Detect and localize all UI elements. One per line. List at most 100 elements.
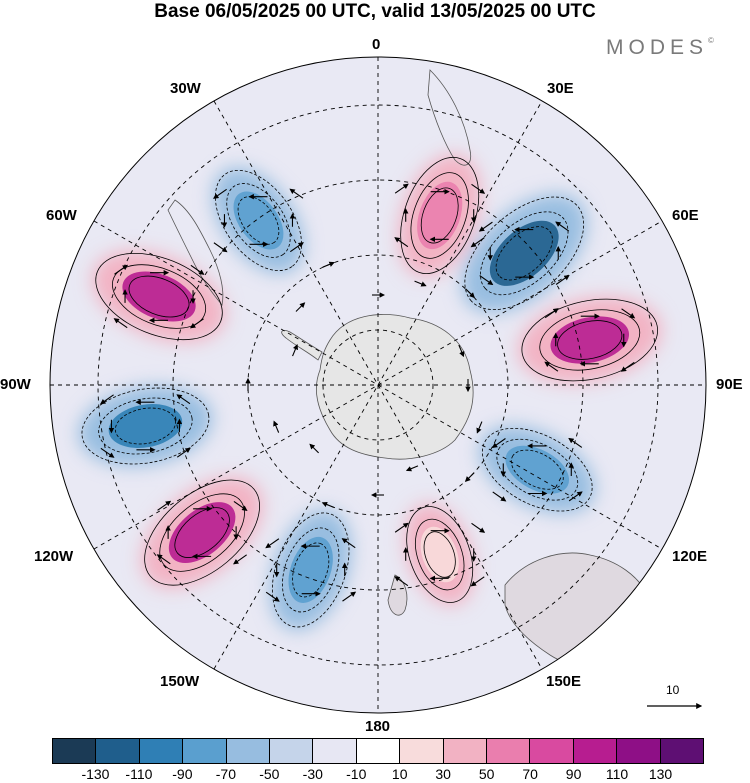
- colorbar-label: -110: [125, 766, 153, 782]
- anomaly-contour: [510, 449, 564, 490]
- wind-arrow: [213, 188, 227, 199]
- south-america-landmass: [167, 199, 224, 306]
- colorbar-swatch: [139, 739, 184, 763]
- longitude-label-30e: 30E: [547, 80, 574, 97]
- wind-arrow: [190, 264, 205, 275]
- colorbar-label: 70: [522, 766, 538, 782]
- colorbar-swatch: [356, 739, 401, 763]
- colorbar-swatch: [573, 739, 618, 763]
- wind-arrow: [114, 264, 129, 275]
- wind-arrow: [189, 318, 204, 329]
- anomaly-contour: [482, 427, 593, 512]
- wind-arrow: [176, 394, 191, 405]
- wind-arrow: [544, 361, 559, 372]
- colorbar-label: -90: [172, 766, 193, 782]
- wind-arrow: [414, 280, 427, 287]
- wind-arrow: [233, 554, 247, 565]
- map-title: Base 06/05/2025 00 UTC, valid 13/05/2025…: [154, 1, 596, 22]
- colorbar-swatch: [530, 739, 574, 763]
- reference-vector-label: 10: [666, 683, 680, 697]
- wind-arrow: [394, 576, 409, 587]
- wind-arrow: [309, 443, 319, 454]
- polar-map: [49, 56, 707, 714]
- colorbar-label: -30: [302, 766, 323, 782]
- anomaly-core: [233, 191, 284, 250]
- anomaly-contour: [271, 512, 350, 628]
- colorbar-swatch: [660, 739, 704, 763]
- colorbar-label: -70: [215, 766, 236, 782]
- wind-arrow: [233, 500, 248, 511]
- longitude-label-150w: 150W: [160, 673, 200, 690]
- anomaly-contour: [495, 226, 553, 281]
- anomaly-contour: [539, 309, 641, 371]
- modes-logo: MODES©: [606, 36, 714, 60]
- colorbar-label: 10: [391, 766, 408, 782]
- longitude-label-120w: 120W: [34, 548, 74, 565]
- antarctic-peninsula: [281, 330, 323, 361]
- colorbar-label: -50: [259, 766, 280, 782]
- colorbar: [52, 738, 704, 764]
- wind-arrow: [265, 538, 280, 549]
- wind-arrow: [213, 242, 228, 253]
- anomaly-cores: [108, 181, 630, 603]
- anomaly-contour: [282, 527, 340, 613]
- anomaly-contour: [415, 518, 465, 591]
- wind-arrow: [568, 491, 583, 502]
- wind-arrow: [157, 500, 172, 511]
- wind-arrow: [476, 421, 483, 434]
- wind-arrow: [113, 318, 128, 329]
- wind-arrow: [342, 591, 357, 602]
- wind-arrow: [471, 522, 486, 533]
- copyright-mark: ©: [708, 36, 714, 45]
- anomaly-contour: [406, 506, 474, 603]
- wind-arrow: [568, 437, 583, 448]
- anomaly-contour: [464, 196, 585, 311]
- anomaly-core: [108, 404, 183, 448]
- anomaly-core: [122, 271, 196, 322]
- wind-arrow: [458, 344, 465, 358]
- wind-arrow: [100, 447, 115, 458]
- longitude-label-150e: 150E: [546, 673, 582, 690]
- anomaly-contour: [81, 387, 210, 465]
- map-border: [49, 56, 707, 714]
- longitude-label-120e: 120E: [672, 548, 708, 565]
- anomaly-contour: [410, 172, 469, 259]
- anomaly-contour: [420, 187, 459, 244]
- colorbar-swatch: [487, 739, 531, 763]
- colorbar-swatch: [183, 739, 227, 763]
- colorbar-label: 30: [435, 766, 451, 782]
- wind-arrow: [405, 465, 419, 472]
- longitude-label-60e: 60E: [672, 207, 699, 224]
- wind-arrow: [394, 183, 409, 194]
- wind-arrow: [289, 188, 304, 199]
- anomaly-contour: [423, 531, 456, 578]
- anomaly-contours: [81, 156, 659, 628]
- wind-arrow: [341, 538, 356, 549]
- wind-streamlines: [99, 183, 636, 602]
- wind-arrow: [322, 261, 335, 268]
- anomaly-contour: [174, 507, 230, 558]
- anomaly-contour: [95, 252, 223, 341]
- anomaly-core: [420, 526, 459, 583]
- wind-arrow: [176, 447, 191, 458]
- colorbar-swatch: [226, 739, 271, 763]
- wind-arrow: [465, 288, 475, 299]
- wind-arrow: [471, 183, 486, 194]
- wind-arrow: [273, 420, 280, 433]
- anomaly-contour: [226, 183, 291, 258]
- wind-arrow: [292, 343, 299, 357]
- colorbar-label: 110: [605, 766, 629, 782]
- wind-arrow: [470, 576, 485, 587]
- longitude-label-180: 180: [365, 718, 391, 735]
- wind-arrow: [470, 237, 485, 248]
- colorbar-label: -130: [81, 766, 110, 782]
- anomaly-contour: [400, 156, 480, 275]
- wind-arrow: [394, 237, 409, 248]
- colorbar-swatch: [400, 739, 444, 763]
- colorbar-swatch: [270, 739, 314, 763]
- wind-arrow: [265, 591, 280, 602]
- longitude-label-0: 0: [372, 36, 381, 53]
- wind-arrow: [464, 472, 475, 482]
- colorbar-label: 90: [565, 766, 582, 782]
- wind-arrow: [555, 221, 570, 232]
